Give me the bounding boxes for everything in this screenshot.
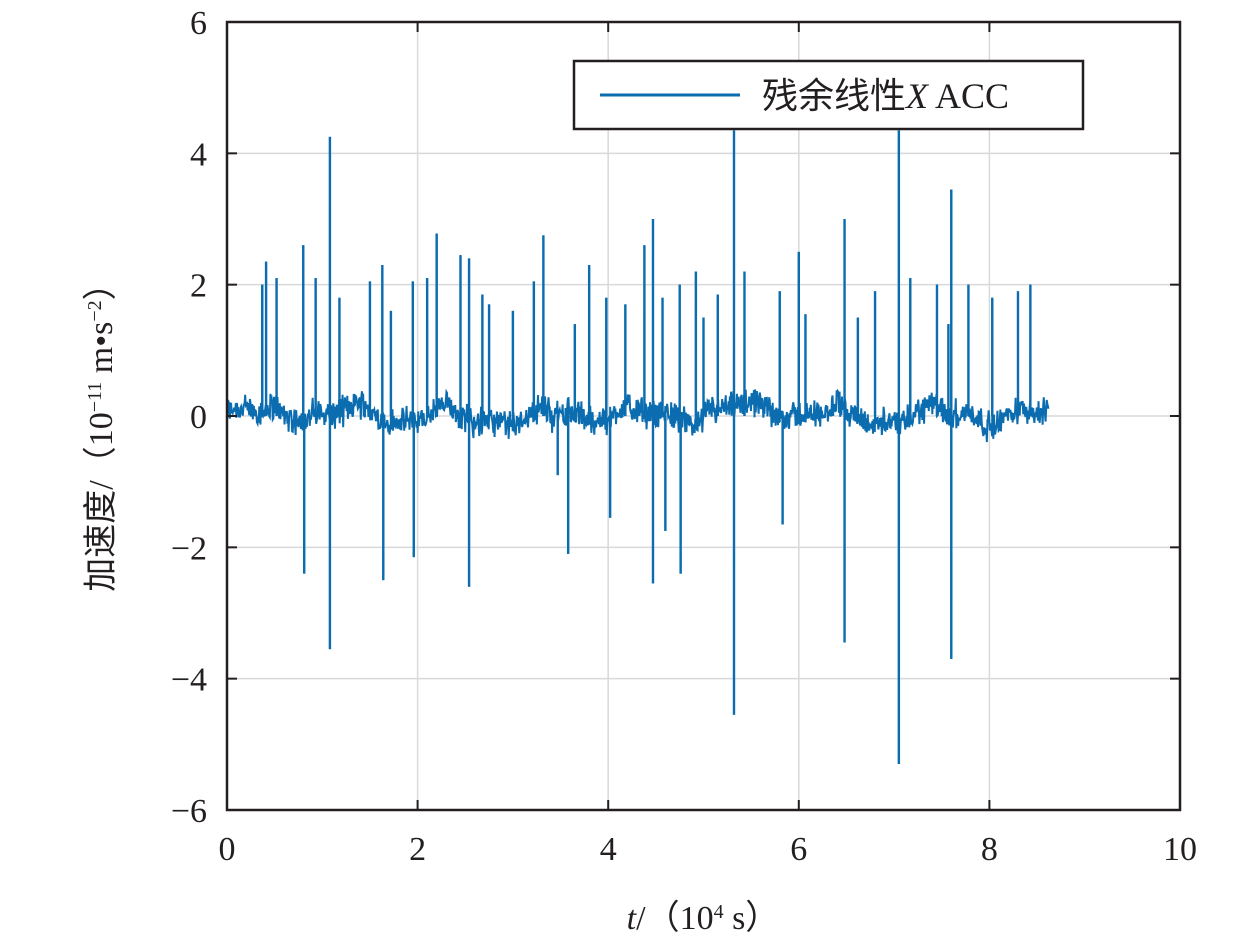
- y-tick-label: −4: [171, 662, 207, 699]
- x-axis-label-tail: s）: [724, 899, 780, 937]
- y-axis-label: 加速度/（10−11 m•s−2）: [82, 266, 120, 591]
- plot-area: [226, 130, 1050, 765]
- y-axis-label-mid: m•s: [83, 322, 120, 382]
- y-tick-label: 4: [190, 136, 207, 173]
- x-tick-label: 8: [981, 831, 998, 868]
- x-tick-label: 4: [600, 831, 617, 868]
- x-axis-label-sup: 4: [714, 901, 724, 923]
- x-axis-label: t/（104 s）: [627, 899, 780, 937]
- y-tick-label: 2: [190, 268, 207, 305]
- x-tick-label: 0: [219, 831, 236, 868]
- legend-entry-italic: X: [904, 76, 930, 116]
- x-tick-label: 10: [1163, 831, 1197, 868]
- legend-entry-prefix: 残余线性: [762, 76, 906, 116]
- legend-entry-label: 残余线性X ACC: [762, 76, 1009, 116]
- x-axis-label-var: t: [627, 900, 638, 937]
- y-axis-label-main: 加速度/（10: [82, 412, 120, 591]
- y-axis-label-tail: ）: [82, 266, 120, 300]
- x-tick-label: 2: [409, 831, 426, 868]
- series-spikes: [261, 130, 1032, 765]
- x-tick-label: 6: [790, 831, 807, 868]
- tick-labels: 0 2 4 6 8 10 −6 −4 −2 0 2 4 6: [171, 5, 1197, 868]
- legend-entry-suffix: ACC: [928, 76, 1009, 116]
- grid: [227, 22, 1180, 810]
- x-axis-label-rest: /（10: [636, 899, 713, 937]
- legend: 残余线性X ACC: [572, 59, 1085, 131]
- y-axis-label-sup2: −2: [84, 300, 106, 321]
- y-tick-label: 6: [190, 5, 207, 42]
- y-tick-label: −6: [171, 793, 207, 830]
- y-tick-label: −2: [171, 530, 207, 567]
- ticks: [226, 21, 1181, 811]
- series-line: [226, 130, 1050, 765]
- y-tick-label: 0: [190, 399, 207, 436]
- y-axis-label-sup1: −11: [84, 382, 106, 413]
